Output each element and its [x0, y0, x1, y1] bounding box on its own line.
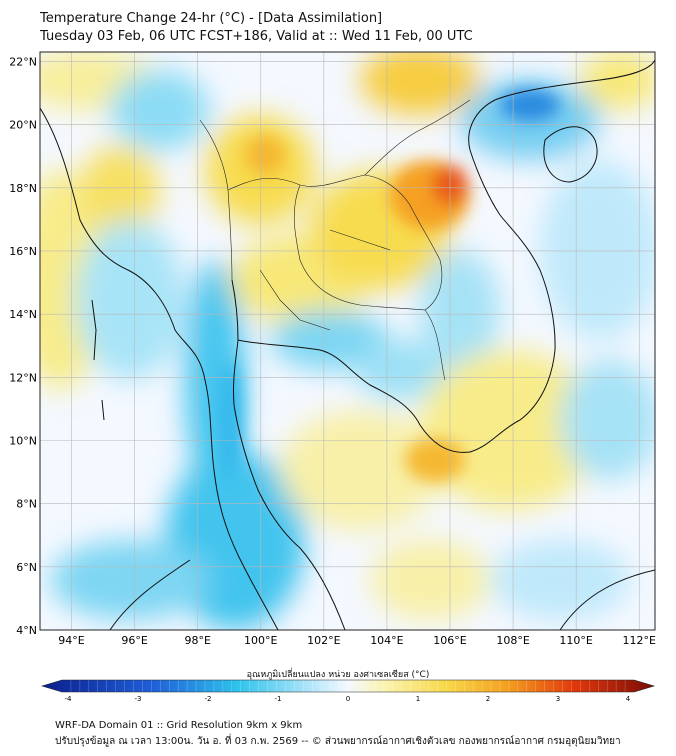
- lon-label: 98°E: [184, 634, 210, 647]
- colorbar-label: อุณหภูมิเปลี่ยนแปลง หน่วย องศาเซลเซียส (…: [246, 670, 430, 680]
- colorbar-tick-label: -2: [205, 695, 212, 703]
- lon-label: 110°E: [559, 634, 592, 647]
- title-line-2: Tuesday 03 Feb, 06 UTC FCST+186, Valid a…: [40, 29, 473, 44]
- graticule: [40, 52, 655, 630]
- lon-label: 108°E: [496, 634, 529, 647]
- colorbar-tick-label: 4: [626, 695, 631, 703]
- colorbar-ticks: -4 -3 -2 -1 0 1 2 3 4: [65, 695, 631, 703]
- footer-line-2: ปรับปรุงข้อมูล ณ เวลา 13:00น. วัน อ. ที่…: [55, 736, 621, 747]
- colorbar-tick-label: 2: [486, 695, 490, 703]
- latitude-labels: 22°N 20°N 18°N 16°N 14°N 12°N 10°N 8°N 6°N 4°N: [9, 55, 37, 637]
- lat-label: 8°N: [16, 498, 37, 511]
- lon-label: 104°E: [370, 634, 403, 647]
- map-frame: [39, 51, 656, 631]
- colorbar-tick-label: 1: [416, 695, 420, 703]
- lat-label: 6°N: [16, 561, 37, 574]
- lat-label: 14°N: [9, 308, 37, 321]
- lat-label: 12°N: [9, 371, 37, 384]
- colorbar-tick-label: 0: [346, 695, 350, 703]
- lat-label: 22°N: [9, 55, 37, 68]
- temperature-field: [40, 52, 655, 630]
- lon-label: 96°E: [121, 634, 147, 647]
- lon-label: 100°E: [244, 634, 277, 647]
- lon-label: 94°E: [58, 634, 84, 647]
- colorbar-tick-label: -4: [65, 695, 73, 703]
- lat-label: 4°N: [16, 624, 37, 637]
- title-line-1: Temperature Change 24-hr (°C) - [Data As…: [40, 11, 383, 26]
- lon-label: 112°E: [623, 634, 656, 647]
- lat-label: 20°N: [9, 119, 37, 132]
- colorbar: -4 -3 -2 -1 0 1 2 3 4: [40, 679, 656, 703]
- colorbar-tick-label: 3: [556, 695, 560, 703]
- lon-label: 102°E: [307, 634, 340, 647]
- colorbar-segments: [70, 680, 626, 692]
- lon-label: 106°E: [433, 634, 466, 647]
- coastlines: [40, 59, 655, 630]
- country-borders: [199, 99, 471, 381]
- lat-label: 18°N: [9, 182, 37, 195]
- colorbar-tick-label: -1: [275, 695, 282, 703]
- colorbar-gradient: [40, 679, 656, 693]
- map-title: Temperature Change 24-hr (°C) - [Data As…: [40, 10, 473, 46]
- footer-line-1: WRF-DA Domain 01 :: Grid Resolution 9km …: [55, 720, 303, 731]
- colorbar-tick-label: -3: [135, 695, 142, 703]
- lat-label: 10°N: [9, 434, 37, 447]
- lat-label: 16°N: [9, 245, 37, 258]
- longitude-labels: 94°E 96°E 98°E 100°E 102°E 104°E 106°E 108°E 110…: [58, 634, 656, 647]
